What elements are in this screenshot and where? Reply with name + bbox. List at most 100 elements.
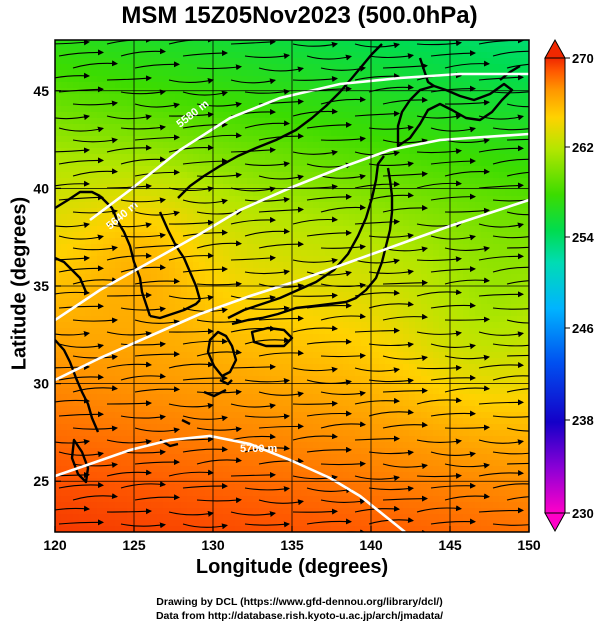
streamline	[320, 352, 366, 359]
streamline	[506, 211, 529, 216]
streamline	[258, 174, 304, 181]
streamline	[55, 331, 90, 337]
streamline	[430, 451, 476, 458]
streamline	[258, 458, 304, 465]
x-tick-label: 140	[359, 537, 383, 553]
streamline	[416, 438, 462, 445]
streamline	[58, 519, 104, 526]
x-tick-label: 130	[201, 537, 225, 553]
streamline	[444, 424, 490, 431]
streamline	[106, 114, 152, 121]
streamline	[196, 240, 242, 249]
streamline	[492, 50, 529, 57]
streamline	[492, 158, 529, 165]
streamline	[182, 121, 228, 129]
streamline	[292, 41, 338, 48]
streamline	[258, 499, 304, 506]
streamline	[368, 53, 414, 60]
streamline	[258, 66, 304, 73]
streamline	[244, 228, 290, 237]
streamline	[478, 114, 524, 121]
streamline	[306, 410, 352, 417]
streamline	[230, 511, 276, 517]
streamline	[196, 132, 242, 141]
streamline	[444, 493, 490, 501]
streamline	[134, 169, 180, 177]
streamline	[478, 182, 524, 189]
streamline	[430, 518, 476, 525]
streamline	[297, 531, 304, 532]
streamline	[182, 90, 228, 97]
streamline	[320, 460, 366, 467]
streamline	[55, 471, 90, 478]
streamline	[492, 451, 529, 455]
streamline	[58, 234, 104, 241]
streamline	[506, 354, 529, 357]
credit-drawing: Drawing by DCL (https://www.gfd-dennou.o…	[156, 596, 443, 608]
streamline	[306, 518, 352, 525]
streamline	[55, 364, 90, 371]
streamline	[492, 307, 529, 310]
streamline	[55, 255, 90, 262]
x-axis-label: Longitude (degrees)	[195, 556, 389, 578]
streamline	[368, 124, 414, 131]
streamline	[72, 425, 118, 432]
streamline	[430, 193, 476, 201]
streamline	[292, 149, 338, 156]
streamline	[382, 387, 428, 394]
x-tick-label: 120	[43, 537, 67, 553]
streamline	[55, 147, 90, 154]
streamline	[430, 126, 476, 133]
streamline	[196, 457, 242, 465]
streamline	[506, 63, 529, 69]
streamline	[306, 229, 352, 237]
streamline	[230, 40, 276, 45]
y-tick-label: 35	[33, 278, 49, 294]
credit-data: Data from http://database.rish.kyoto-u.a…	[155, 610, 444, 622]
streamline	[106, 75, 152, 82]
streamline	[292, 76, 338, 82]
streamline	[506, 171, 529, 177]
streamline	[320, 244, 366, 250]
streamline	[368, 449, 414, 456]
x-axis-ticks: 120 125 130 135 140 145 150	[43, 526, 541, 553]
streamline	[292, 400, 338, 407]
coast-honshu-north	[227, 155, 385, 320]
streamline	[506, 138, 529, 141]
streamline	[134, 351, 180, 358]
streamline	[58, 451, 104, 458]
streamline	[492, 235, 529, 239]
streamline	[55, 222, 90, 229]
streamline	[182, 266, 228, 273]
streamline	[134, 210, 180, 217]
streamline	[430, 50, 476, 57]
streamline	[196, 426, 242, 433]
streamline	[134, 494, 180, 501]
streamline	[106, 144, 152, 153]
streamline	[492, 523, 529, 526]
streamline	[106, 222, 152, 229]
streamline	[416, 148, 462, 155]
streamline	[306, 121, 352, 129]
streamline	[506, 246, 529, 249]
streamline	[444, 99, 490, 106]
streamline	[73, 536, 117, 537]
colorbar-tick-label: 238	[572, 413, 594, 428]
streamline	[421, 529, 428, 532]
streamline	[168, 510, 214, 517]
streamline	[354, 218, 400, 225]
streamline	[120, 414, 166, 421]
streamline	[368, 301, 414, 309]
streamline	[244, 445, 290, 453]
lat-lon-grid	[55, 40, 529, 532]
streamline	[244, 413, 290, 420]
coast-china	[55, 190, 101, 433]
streamline	[354, 73, 400, 81]
streamline	[444, 462, 490, 469]
streamline	[106, 183, 152, 190]
streamline	[258, 423, 304, 430]
streamline	[72, 462, 118, 469]
streamline	[120, 232, 166, 239]
streamline	[182, 375, 228, 382]
